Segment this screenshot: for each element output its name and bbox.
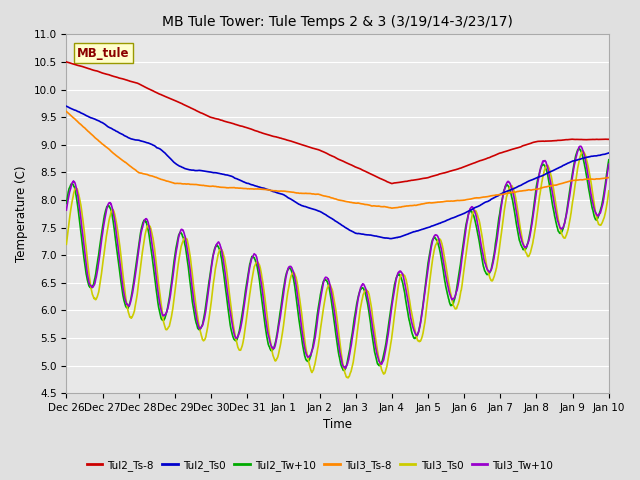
- Tul3_Ts0: [590, 197, 598, 203]
- Tul3_Ts0: [579, 148, 587, 154]
- Tul2_Ts0: [312, 207, 319, 213]
- Tul3_Tw+10: [589, 203, 597, 208]
- Tul3_Tw+10: [342, 365, 349, 371]
- Line: Tul3_Ts-8: Tul3_Ts-8: [67, 111, 609, 208]
- Tul3_Ts0: [63, 241, 70, 247]
- Tul3_Ts0: [589, 195, 597, 201]
- Line: Tul3_Tw+10: Tul3_Tw+10: [67, 146, 609, 368]
- Tul2_Ts-8: [589, 137, 597, 143]
- Tul2_Ts0: [387, 236, 394, 241]
- Tul2_Ts0: [589, 153, 597, 159]
- Tul3_Tw+10: [90, 282, 98, 288]
- X-axis label: Time: Time: [323, 419, 352, 432]
- Tul2_Ts-8: [605, 136, 612, 142]
- Title: MB Tule Tower: Tule Temps 2 & 3 (3/19/14-3/23/17): MB Tule Tower: Tule Temps 2 & 3 (3/19/14…: [162, 15, 513, 29]
- Tul3_Tw+10: [326, 283, 334, 288]
- Tul2_Ts-8: [589, 136, 597, 142]
- Line: Tul2_Tw+10: Tul2_Tw+10: [67, 149, 609, 371]
- Tul3_Ts-8: [326, 194, 334, 200]
- Tul2_Ts0: [63, 103, 70, 109]
- Tul2_Ts-8: [490, 153, 498, 158]
- Tul2_Tw+10: [490, 252, 498, 258]
- Legend: Tul2_Ts-8, Tul2_Ts0, Tul2_Tw+10, Tul3_Ts-8, Tul3_Ts0, Tul3_Tw+10: Tul2_Ts-8, Tul2_Ts0, Tul2_Tw+10, Tul3_Ts…: [83, 456, 557, 475]
- Tul3_Ts-8: [388, 205, 396, 211]
- Tul2_Ts0: [326, 215, 334, 220]
- Tul3_Tw+10: [312, 330, 319, 336]
- Tul3_Ts0: [344, 375, 352, 381]
- Tul3_Tw+10: [590, 204, 598, 210]
- Tul2_Ts0: [90, 116, 98, 122]
- Tul2_Ts0: [605, 150, 612, 156]
- Tul2_Ts-8: [326, 152, 334, 158]
- Tul2_Tw+10: [575, 146, 583, 152]
- Y-axis label: Temperature (C): Temperature (C): [15, 166, 28, 262]
- Tul2_Ts-8: [63, 59, 70, 65]
- Tul3_Ts-8: [605, 175, 612, 180]
- Tul3_Ts-8: [589, 176, 597, 182]
- Tul2_Tw+10: [312, 324, 319, 329]
- Tul3_Ts-8: [490, 192, 498, 198]
- Tul2_Ts-8: [388, 180, 396, 186]
- Tul2_Ts-8: [312, 146, 319, 152]
- Tul2_Tw+10: [63, 201, 70, 206]
- Line: Tul2_Ts0: Tul2_Ts0: [67, 106, 609, 239]
- Tul3_Ts0: [326, 282, 334, 288]
- Tul3_Ts-8: [90, 134, 98, 140]
- Tul3_Tw+10: [490, 257, 498, 263]
- Tul2_Tw+10: [605, 157, 612, 163]
- Tul2_Tw+10: [590, 211, 598, 217]
- Tul3_Ts-8: [589, 176, 597, 182]
- Tul3_Ts-8: [312, 192, 319, 197]
- Tul2_Tw+10: [90, 279, 98, 285]
- Tul3_Ts0: [90, 296, 98, 301]
- Text: MB_tule: MB_tule: [77, 47, 130, 60]
- Tul3_Ts0: [490, 275, 498, 280]
- Tul3_Tw+10: [605, 161, 612, 167]
- Tul3_Ts-8: [63, 108, 70, 114]
- Tul2_Ts0: [490, 195, 498, 201]
- Tul2_Tw+10: [326, 290, 334, 296]
- Tul2_Tw+10: [340, 368, 348, 373]
- Tul2_Ts-8: [90, 68, 98, 73]
- Line: Tul3_Ts0: Tul3_Ts0: [67, 151, 609, 378]
- Tul2_Tw+10: [589, 210, 597, 216]
- Tul3_Ts0: [312, 357, 319, 363]
- Tul3_Tw+10: [63, 207, 70, 213]
- Line: Tul2_Ts-8: Tul2_Ts-8: [67, 62, 609, 183]
- Tul3_Ts0: [605, 188, 612, 194]
- Tul2_Ts0: [589, 153, 597, 159]
- Tul3_Tw+10: [577, 144, 585, 149]
